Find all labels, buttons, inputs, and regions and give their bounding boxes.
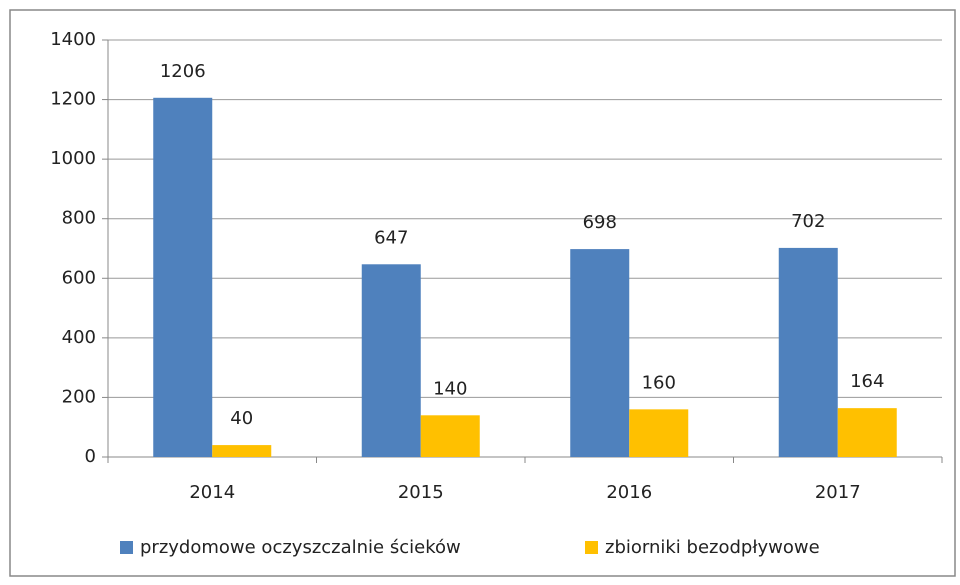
legend-swatch (585, 541, 598, 554)
data-label: 40 (230, 408, 253, 429)
bar (570, 249, 630, 457)
legend-swatch (120, 541, 133, 554)
y-tick-label: 200 (62, 386, 96, 407)
y-tick-label: 1000 (50, 148, 96, 169)
legend-label: przydomowe oczyszczalnie ścieków (140, 537, 461, 558)
data-label: 647 (374, 227, 408, 248)
data-label: 164 (850, 371, 884, 392)
legend-label: zbiorniki bezodpływowe (605, 537, 820, 558)
x-tick-label: 2014 (189, 482, 235, 503)
x-tick-label: 2017 (815, 482, 861, 503)
x-tick-label: 2016 (606, 482, 652, 503)
bar (837, 408, 897, 457)
y-tick-label: 0 (85, 446, 96, 467)
y-tick-label: 600 (62, 267, 96, 288)
y-tick-label: 400 (62, 327, 96, 348)
data-label: 1206 (160, 61, 206, 82)
y-tick-label: 1200 (50, 89, 96, 110)
bar (212, 445, 272, 457)
bar (153, 97, 213, 457)
bar (420, 415, 480, 457)
data-label: 140 (433, 378, 467, 399)
x-tick-label: 2015 (398, 482, 444, 503)
data-label: 160 (642, 372, 676, 393)
data-label: 698 (583, 212, 617, 233)
y-tick-label: 800 (62, 208, 96, 229)
data-label: 702 (791, 211, 825, 232)
y-tick-label: 1400 (50, 29, 96, 50)
bar (361, 264, 421, 457)
bar (629, 409, 689, 457)
bar (778, 247, 838, 457)
